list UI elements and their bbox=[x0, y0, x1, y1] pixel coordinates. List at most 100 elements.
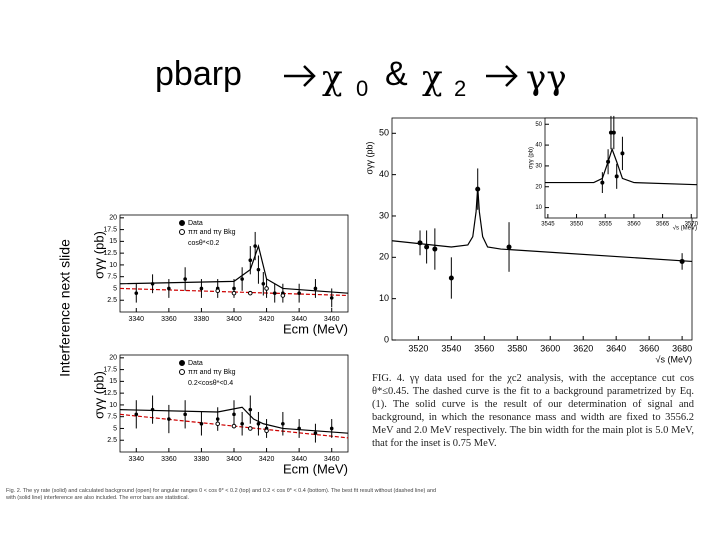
x-tick-label: 3680 bbox=[672, 343, 692, 353]
x-tick-label: 3580 bbox=[507, 343, 527, 353]
y-tick-label: 40 bbox=[535, 143, 542, 149]
data-point bbox=[281, 421, 285, 426]
figure-caption: Fig. 2. The γγ rate (solid) and calculat… bbox=[6, 488, 437, 501]
x-tick-label: 3565 bbox=[656, 222, 670, 228]
data-point bbox=[614, 174, 619, 179]
data-point bbox=[248, 258, 253, 263]
data-point bbox=[679, 258, 685, 264]
data-point bbox=[240, 421, 244, 426]
x-tick-label: 3570 bbox=[685, 222, 699, 228]
y-tick-label: 20 bbox=[379, 252, 389, 262]
x-tick-label: 3540 bbox=[441, 343, 461, 353]
y-tick-label: 30 bbox=[535, 163, 542, 169]
title-text: & bbox=[385, 55, 408, 93]
x-tick-label: 3400 bbox=[226, 456, 242, 463]
data-point bbox=[183, 412, 187, 417]
data-point bbox=[600, 180, 605, 185]
background-point bbox=[247, 290, 253, 296]
x-tick-label: 3640 bbox=[606, 343, 626, 353]
legend-label: ππ and πγ Bkg bbox=[188, 369, 236, 376]
title-text: γγ bbox=[526, 58, 567, 98]
y-tick-label: 20 bbox=[109, 215, 117, 222]
y-tick-label: 2.5 bbox=[107, 297, 117, 304]
x-tick-label: 3550 bbox=[570, 222, 584, 228]
x-axis-label: Ecm (MeV) bbox=[283, 321, 348, 336]
y-tick-label: 20 bbox=[109, 355, 117, 362]
data-point bbox=[253, 244, 257, 248]
x-tick-label: 3600 bbox=[540, 343, 560, 353]
background-point bbox=[264, 286, 269, 291]
data-point bbox=[417, 240, 423, 246]
data-point bbox=[167, 417, 171, 421]
data-point bbox=[506, 244, 512, 250]
plot: 3520 3540 3560 3580 3600 3620 3640 3660 3680 0 10 2… bbox=[364, 117, 693, 364]
background-point bbox=[247, 426, 253, 431]
background-point bbox=[231, 290, 237, 296]
data-point bbox=[183, 277, 187, 281]
y-tick-label: 40 bbox=[379, 169, 389, 179]
data-point bbox=[611, 130, 616, 135]
y-tick-label: 7.5 bbox=[107, 274, 117, 281]
y-tick-label: 15 bbox=[109, 378, 117, 385]
y-tick-label: 12.5 bbox=[103, 390, 117, 397]
x-tick-label: 3660 bbox=[639, 343, 659, 353]
y-tick-label: 5 bbox=[113, 425, 117, 432]
y-tick-label: 10 bbox=[109, 402, 117, 409]
data-point bbox=[261, 281, 266, 286]
data-point bbox=[620, 151, 625, 156]
data-point bbox=[256, 421, 261, 426]
data-point bbox=[232, 412, 236, 417]
x-tick-label: 3360 bbox=[161, 456, 177, 463]
data-point bbox=[313, 286, 318, 291]
data-point bbox=[134, 291, 139, 295]
background-point bbox=[264, 428, 269, 434]
figure-caption: FIG. 4. γγ data used for the χc2 analysi… bbox=[372, 373, 694, 449]
data-point bbox=[199, 421, 204, 426]
x-tick-label: 3545 bbox=[541, 222, 555, 228]
data-point bbox=[606, 159, 611, 164]
arrow bbox=[486, 65, 518, 87]
x-tick-label: 3560 bbox=[474, 343, 494, 353]
data-point bbox=[248, 407, 253, 412]
x-axis-label: √s (MeV) bbox=[656, 354, 692, 364]
legend-label: ππ and πγ Bkg bbox=[188, 229, 236, 236]
data-point bbox=[134, 412, 139, 417]
y-tick-label: 5 bbox=[113, 285, 117, 292]
x-tick-label: 3520 bbox=[408, 343, 428, 353]
x-tick-label: 3460 bbox=[324, 456, 340, 463]
data-point bbox=[329, 296, 334, 300]
background-point bbox=[280, 293, 286, 298]
data-point bbox=[448, 275, 454, 281]
y-tick-label: 30 bbox=[379, 210, 389, 220]
y-tick-label: 50 bbox=[535, 122, 542, 128]
data-point bbox=[240, 277, 244, 281]
x-tick-label: 3620 bbox=[573, 343, 593, 353]
x-tick-label: 3420 bbox=[259, 456, 275, 463]
background-point bbox=[215, 288, 221, 294]
data-point bbox=[329, 426, 334, 431]
plot-frame bbox=[119, 354, 349, 453]
data-point bbox=[167, 286, 171, 291]
fit-curve bbox=[545, 147, 698, 186]
cut-label: cosθ*<0.2 bbox=[188, 240, 219, 247]
y-axis-label: σγγ (pb) bbox=[91, 231, 106, 279]
y-tick-label: 17.5 bbox=[103, 366, 117, 373]
data-point bbox=[432, 246, 438, 252]
title-text: pbarp bbox=[155, 55, 242, 93]
y-axis-label: σγγ (pb) bbox=[364, 141, 374, 174]
x-tick-label: 3440 bbox=[291, 316, 307, 323]
background-point bbox=[215, 421, 221, 427]
background-point bbox=[231, 423, 237, 429]
data-point bbox=[313, 431, 318, 435]
y-tick-label: 20 bbox=[535, 184, 542, 190]
y-tick-label: 7.5 bbox=[107, 414, 117, 421]
x-tick-label: 3440 bbox=[291, 456, 307, 463]
data-point bbox=[297, 291, 301, 295]
data-point bbox=[297, 426, 301, 431]
title: pbarp χ 0 & χ 2 γγ bbox=[155, 55, 567, 101]
x-tick-label: 3340 bbox=[128, 316, 144, 323]
data-point bbox=[424, 244, 430, 250]
legend-label: Data bbox=[188, 220, 203, 227]
x-tick-label: 3340 bbox=[128, 456, 144, 463]
